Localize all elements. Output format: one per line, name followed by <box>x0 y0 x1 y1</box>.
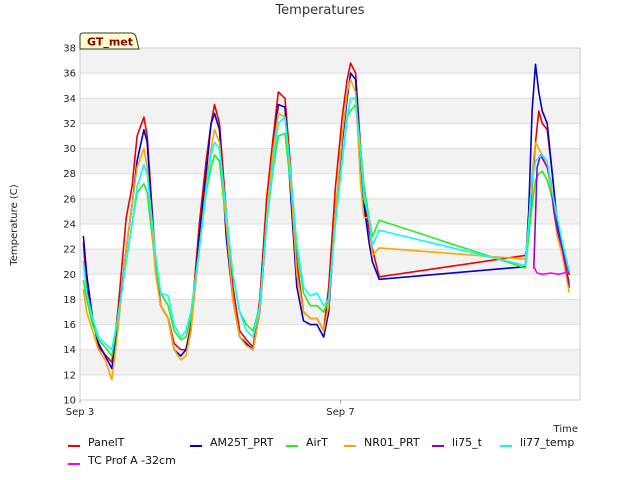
x-axis-ticks: Sep 3 Sep 7 <box>66 400 355 418</box>
gt-met-badge: GT_met <box>79 32 140 50</box>
legend-label: TC Prof A -32cm <box>87 454 176 467</box>
y-tick-label: 36 <box>63 69 76 80</box>
plot-band <box>80 148 580 174</box>
y-tick-label: 30 <box>63 144 76 155</box>
plot-band <box>80 198 580 224</box>
x-axis-label: Time <box>553 424 578 435</box>
y-tick-label: 38 <box>63 44 76 55</box>
x-tick-label: Sep 7 <box>326 407 354 418</box>
y-axis-ticks: 10 12 14 16 18 20 22 24 26 28 30 32 34 36 38 <box>63 44 76 407</box>
y-tick-label: 26 <box>63 194 76 205</box>
y-tick-label: 32 <box>63 119 76 130</box>
y-tick-label: 24 <box>63 220 76 231</box>
x-tick-label: Sep 3 <box>66 407 94 418</box>
legend-item: li75_t <box>432 436 483 449</box>
legend-label: li77_temp <box>520 436 574 449</box>
y-tick-label: 12 <box>63 370 76 381</box>
legend-label: PanelT <box>88 436 125 449</box>
legend-item: TC Prof A -32cm <box>68 454 176 467</box>
plot-frame <box>79 47 581 401</box>
y-tick-label: 14 <box>63 345 76 356</box>
y-tick-label: 22 <box>63 245 76 256</box>
legend: PanelT AM25T_PRT AirT NR01_PRT li75_t li77_te… <box>68 436 574 467</box>
legend-item: NR01_PRT <box>344 436 420 449</box>
plot-band <box>80 98 580 124</box>
legend-label: AirT <box>306 436 328 449</box>
series-lines <box>82 62 570 381</box>
y-tick-label: 34 <box>63 94 76 105</box>
y-axis-label: Temperature (C) <box>9 184 20 266</box>
legend-item: PanelT <box>68 436 125 449</box>
y-tick-label: 18 <box>63 295 76 306</box>
legend-label: NR01_PRT <box>364 436 420 449</box>
plot-band <box>80 48 580 74</box>
legend-item: AirT <box>286 436 328 449</box>
y-tick-label: 10 <box>63 396 76 407</box>
y-tick-label: 20 <box>63 270 76 281</box>
badge-label: GT_met <box>87 36 133 49</box>
legend-item: li77_temp <box>500 436 574 449</box>
legend-label: AM25T_PRT <box>210 436 274 449</box>
series-line-tc-prof-a-32cm <box>532 265 570 276</box>
plot-bands <box>80 48 580 375</box>
legend-item: AM25T_PRT <box>190 436 274 449</box>
y-tick-label: 28 <box>63 169 76 180</box>
series-line-li77-temp <box>82 97 570 351</box>
series-line-nr01-prt <box>82 78 570 381</box>
chart-title: Temperatures <box>274 3 364 18</box>
legend-label: li75_t <box>452 436 483 449</box>
badge-shape <box>79 32 140 50</box>
plot-band <box>80 349 580 375</box>
y-tick-label: 16 <box>63 320 76 331</box>
